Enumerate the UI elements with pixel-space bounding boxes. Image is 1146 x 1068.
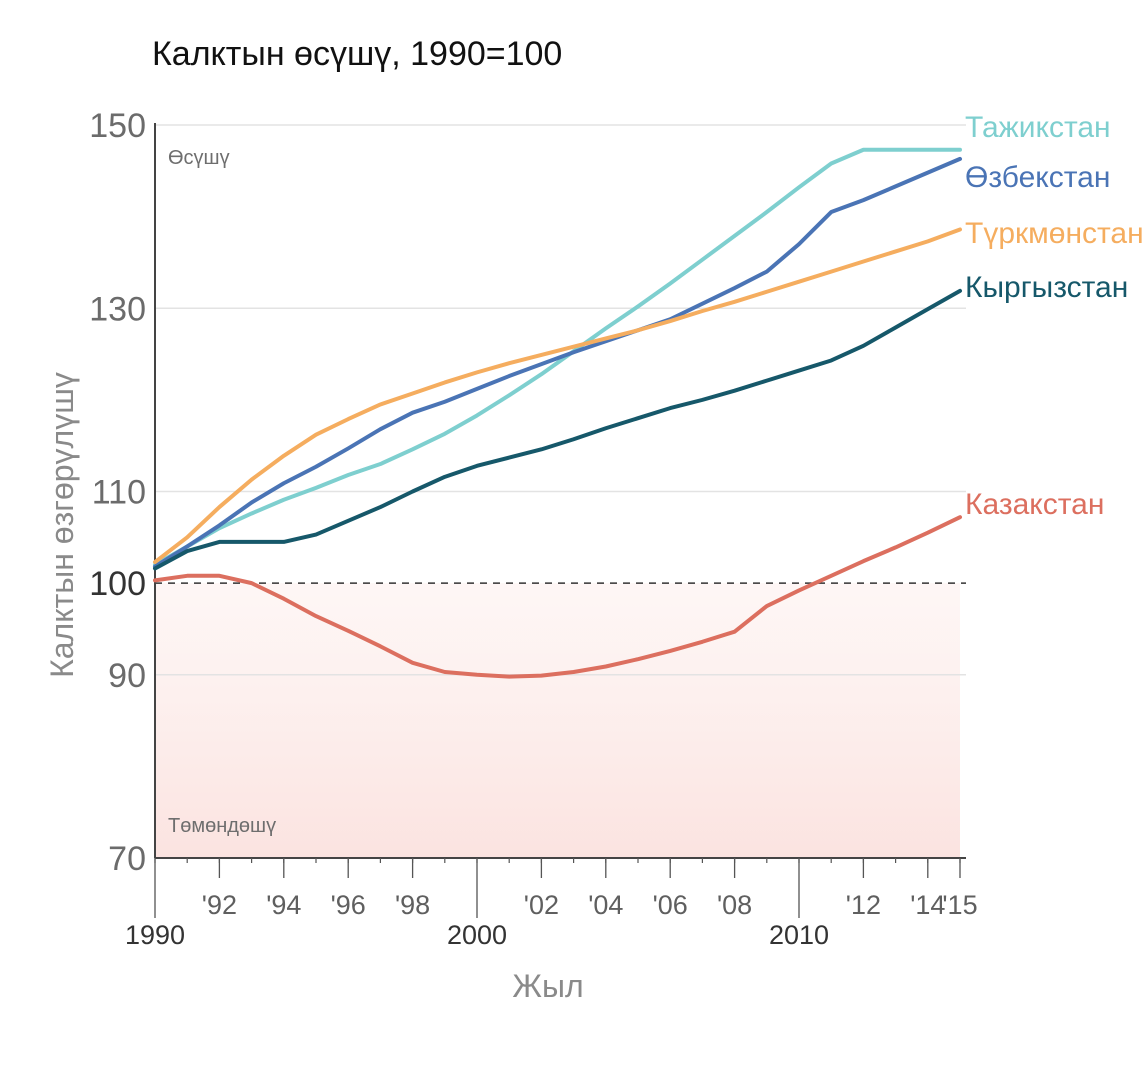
series-line-4 xyxy=(153,515,962,679)
y-axis-ticks: 150 130 110 100 90 70 xyxy=(89,107,146,878)
series-line-2 xyxy=(153,227,962,565)
zone-labels: Өсүшү Төмөндөшү xyxy=(168,147,276,837)
y-tick-label: 70 xyxy=(108,840,146,878)
y-tick-label: 90 xyxy=(108,657,146,695)
series-line-0 xyxy=(153,147,962,567)
x-tick-label: '08 xyxy=(717,890,752,920)
series-line-1 xyxy=(153,156,962,569)
y-axis-label: Калктын өзгөрүлүшү xyxy=(44,372,80,678)
decline-zone xyxy=(155,583,960,858)
series-label-0: Тажикстан xyxy=(965,111,1111,144)
x-tick-label: '15 xyxy=(942,890,977,920)
x-tick-label: '14 xyxy=(910,890,945,920)
y-tick-label: 150 xyxy=(89,107,146,145)
series-label-3: Кыргызстан xyxy=(965,271,1128,304)
growth-zone-label: Өсүшү xyxy=(168,147,230,169)
x-tick-label: '98 xyxy=(395,890,430,920)
x-tick-label: '94 xyxy=(266,890,301,920)
y-tick-label: 130 xyxy=(89,290,146,328)
x-axis-ticks: '92 '94 '96 '98 '02 '04 '06 '08 '12 '14'15 1990 200… xyxy=(125,858,978,950)
x-tick-label: '02 xyxy=(524,890,559,920)
x-tick-label: '12 xyxy=(846,890,881,920)
series-label-1: Өзбекстан xyxy=(965,161,1110,194)
y-tick-label: 110 xyxy=(92,474,146,512)
x-tick-label: '96 xyxy=(331,890,366,920)
x-tick-label: '06 xyxy=(653,890,688,920)
x-decade-label: 1990 xyxy=(125,920,185,950)
chart-title: Калктын өсүшү, 1990=100 xyxy=(152,35,562,73)
plot-background xyxy=(155,583,960,858)
x-tick-label: '04 xyxy=(588,890,623,920)
x-decade-label: 2000 xyxy=(447,920,507,950)
series-line-3 xyxy=(153,288,962,571)
x-tick-label: '92 xyxy=(202,890,237,920)
series-labels: Тажикстан Өзбекстан Түркмөнстан Кыргызстан К… xyxy=(965,111,1144,521)
series-label-2: Түркмөнстан xyxy=(965,217,1144,250)
series-label-4: Казакстан xyxy=(965,488,1104,521)
y-tick-label: 100 xyxy=(89,565,146,603)
x-decade-label: 2010 xyxy=(769,920,829,950)
x-axis-label: Жыл xyxy=(512,968,583,1004)
decline-zone-label: Төмөндөшү xyxy=(168,815,276,837)
series-lines xyxy=(153,147,962,679)
